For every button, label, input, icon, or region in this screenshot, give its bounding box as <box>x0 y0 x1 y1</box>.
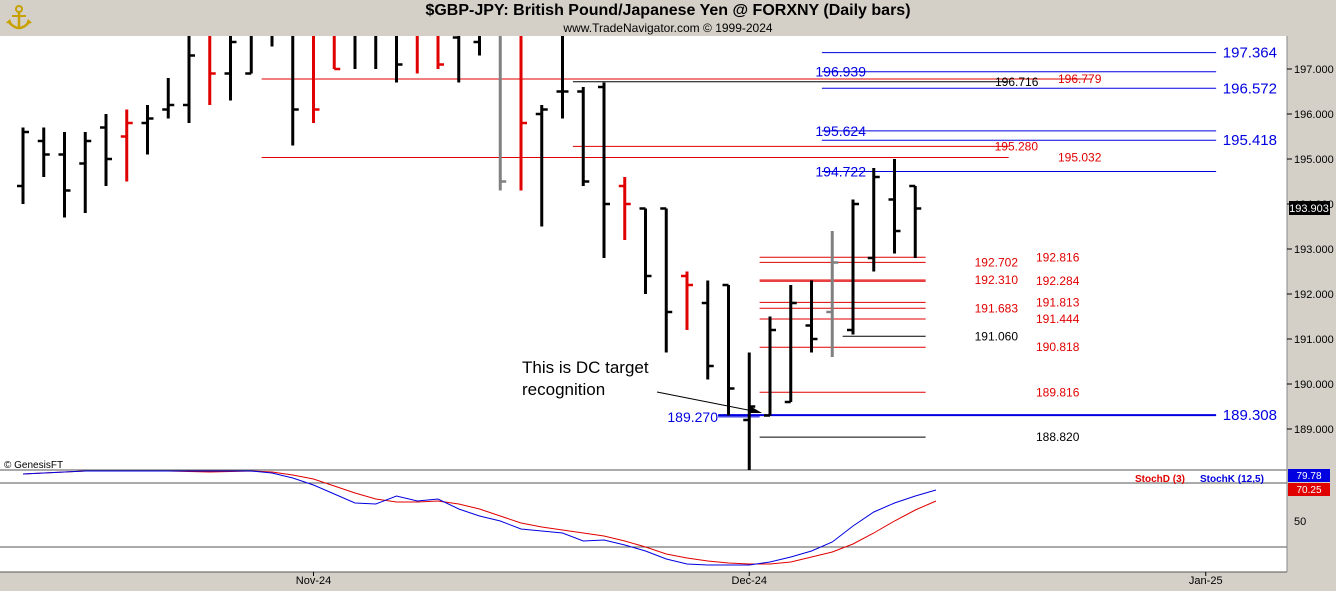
stoch-series-line <box>22 470 937 565</box>
annotation-arrow <box>656 391 759 413</box>
price-axis-label: 190.000 <box>1294 379 1334 391</box>
price-bars <box>17 36 922 470</box>
last-price-box <box>1289 201 1330 215</box>
price-axis-label: 192.000 <box>1294 289 1334 301</box>
date-axis-panel <box>0 572 1336 591</box>
target-level-label: 191.683 <box>975 301 1019 315</box>
stoch-last-value-box <box>1288 469 1330 482</box>
target-level-label: 189.308 <box>1223 407 1277 424</box>
price-axis-label: 197.000 <box>1294 64 1334 76</box>
date-axis-ticks: Nov-24 Dec-24 Jan-25 <box>296 572 1223 587</box>
price-axis-label: 195.000 <box>1294 154 1334 166</box>
anchor-emblem-icon <box>6 5 32 30</box>
target-level-label: 195.280 <box>995 139 1039 153</box>
annotation-arrowhead <box>749 406 762 413</box>
target-level-label: 195.418 <box>1223 132 1277 149</box>
target-level-label: 191.813 <box>1036 295 1080 309</box>
target-level-label: 196.572 <box>1223 80 1277 97</box>
target-level-label: 196.939 <box>815 64 866 80</box>
target-level-label: 197.364 <box>1223 45 1277 62</box>
price-axis-ticks: 197.000196.000195.000194.000193.000192.0… <box>1287 64 1334 436</box>
target-level-label: 196.779 <box>1058 72 1102 86</box>
price-axis-label: 193.000 <box>1294 244 1334 256</box>
target-level-label: 192.816 <box>1036 250 1080 264</box>
target-level-label: 195.032 <box>1058 151 1102 165</box>
stoch-series-line <box>22 470 937 566</box>
target-level-label: 188.820 <box>1036 430 1080 444</box>
target-level-label: 196.716 <box>995 75 1039 89</box>
target-level-label: 192.310 <box>975 273 1019 287</box>
target-level-label: 192.284 <box>1036 274 1080 288</box>
target-level-label: 191.444 <box>1036 312 1080 326</box>
stoch-last-value-box <box>1288 483 1330 496</box>
target-level-label: 189.816 <box>1036 385 1080 399</box>
date-axis-label: Nov-24 <box>296 575 331 587</box>
stoch-axis-label: 50 <box>1294 516 1306 528</box>
date-axis-label: Dec-24 <box>732 575 767 587</box>
target-level-label: 192.702 <box>975 255 1019 269</box>
watermark: © GenesisFT <box>4 460 63 471</box>
stoch-legend-label: StochD (3) <box>1135 474 1185 485</box>
price-axis-label: 189.000 <box>1294 424 1334 436</box>
target-level-label: 189.270 <box>667 409 718 425</box>
chart-subtitle: www.TradeNavigator.com © 1999-2024 <box>563 21 773 35</box>
target-level-label: 195.624 <box>815 123 866 139</box>
target-level-label: 190.818 <box>1036 340 1080 354</box>
stoch-last-value: 79.78 <box>1296 471 1321 482</box>
title-bar: $GBP-JPY: British Pound/Japanese Yen @ F… <box>0 0 1336 36</box>
stoch-last-value: 70.25 <box>1296 485 1321 496</box>
target-levels: 197.364 196.939 196.779 196.716 196.572 195.6… <box>261 45 1277 444</box>
stochastic-panel: 50 StochD (3) 70.25 StochK (12,5) 79.78 <box>22 469 1330 566</box>
stoch-legend-label: StochK (12,5) <box>1200 474 1264 485</box>
annotation-line-1: This is DC target <box>522 358 649 377</box>
price-axis-panel <box>1287 36 1336 591</box>
target-level-label: 194.722 <box>815 164 866 180</box>
date-axis-label: Jan-25 <box>1189 575 1223 587</box>
last-price-label: 193.903 <box>1289 203 1329 215</box>
price-axis-label: 191.000 <box>1294 334 1334 346</box>
target-level-label: 191.060 <box>975 329 1019 343</box>
annotation-line-2: recognition <box>522 380 605 399</box>
chart-title: $GBP-JPY: British Pound/Japanese Yen @ F… <box>425 2 911 19</box>
price-axis-label: 196.000 <box>1294 109 1334 121</box>
